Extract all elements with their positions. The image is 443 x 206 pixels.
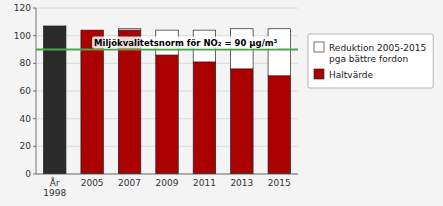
text-line: Haltvärde	[329, 70, 373, 80]
tick-mark	[33, 63, 36, 64]
legend: Reduktion 2005-2015pga bättre fordon Halt…	[308, 34, 433, 88]
bar	[43, 26, 65, 174]
bar	[81, 30, 103, 174]
tick-label: 2005	[81, 178, 104, 188]
tick-label: 2015	[268, 178, 291, 188]
annotation: Miljökvalitetsnorm för NO₂ = 90 µg/m³	[94, 38, 278, 48]
legend-swatch	[314, 42, 324, 52]
text-line: 2015	[268, 178, 291, 188]
bar	[268, 29, 290, 76]
axis-line	[36, 8, 37, 174]
tick-label: År1998	[43, 177, 66, 198]
text-line: År	[50, 177, 60, 188]
tick-mark	[33, 146, 36, 147]
bars	[43, 26, 290, 174]
tick-label: 2007	[118, 178, 141, 188]
bar	[118, 29, 140, 30]
text-line: 2007	[118, 178, 141, 188]
tick-label: 2009	[156, 178, 179, 188]
bar	[231, 69, 253, 174]
axis-line	[36, 174, 298, 175]
tick-label: 20	[20, 141, 32, 151]
tick-label: 0	[25, 169, 31, 179]
tick-label: 2013	[230, 178, 253, 188]
tick-label: 60	[20, 86, 32, 96]
bar	[193, 62, 215, 174]
tick-mark	[33, 91, 36, 92]
tick-label: 80	[20, 58, 32, 68]
tick-mark	[33, 174, 36, 175]
x-axis: År1998 2005 2007 2009 2011 2013 2015	[43, 177, 290, 198]
text-line: 1998	[43, 188, 66, 198]
tick-label: 120	[14, 3, 31, 13]
norm-line-group	[36, 49, 298, 50]
text-line: 2011	[193, 178, 216, 188]
norm-line	[36, 49, 298, 51]
tick-label: 2011	[193, 178, 216, 188]
text-line: pga bättre fordon	[329, 54, 408, 64]
bar	[118, 30, 140, 174]
tick-mark	[33, 8, 36, 9]
legend-box	[308, 34, 433, 88]
text-line: 2013	[230, 178, 253, 188]
annotation-bg	[92, 37, 280, 49]
tick-label: 40	[20, 114, 32, 124]
chart: 0 20 40 60 80 100 120 År1998 2005 2007 2009 2011 201…	[0, 0, 443, 206]
legend-swatch	[314, 69, 324, 79]
legend-label: Haltvärde	[329, 70, 373, 80]
y-axis: 0 20 40 60 80 100 120	[14, 3, 298, 179]
text-line: 2005	[81, 178, 104, 188]
grid-line	[36, 8, 298, 9]
tick-mark	[33, 118, 36, 119]
text-line: Reduktion 2005-2015	[329, 43, 426, 53]
bar	[156, 55, 178, 174]
tick-mark	[33, 35, 36, 36]
grid-line	[36, 174, 298, 175]
legend-label: Reduktion 2005-2015pga bättre fordon	[329, 43, 426, 64]
tick-label: 100	[14, 31, 31, 41]
text-line: 2009	[156, 178, 179, 188]
bar	[268, 76, 290, 174]
